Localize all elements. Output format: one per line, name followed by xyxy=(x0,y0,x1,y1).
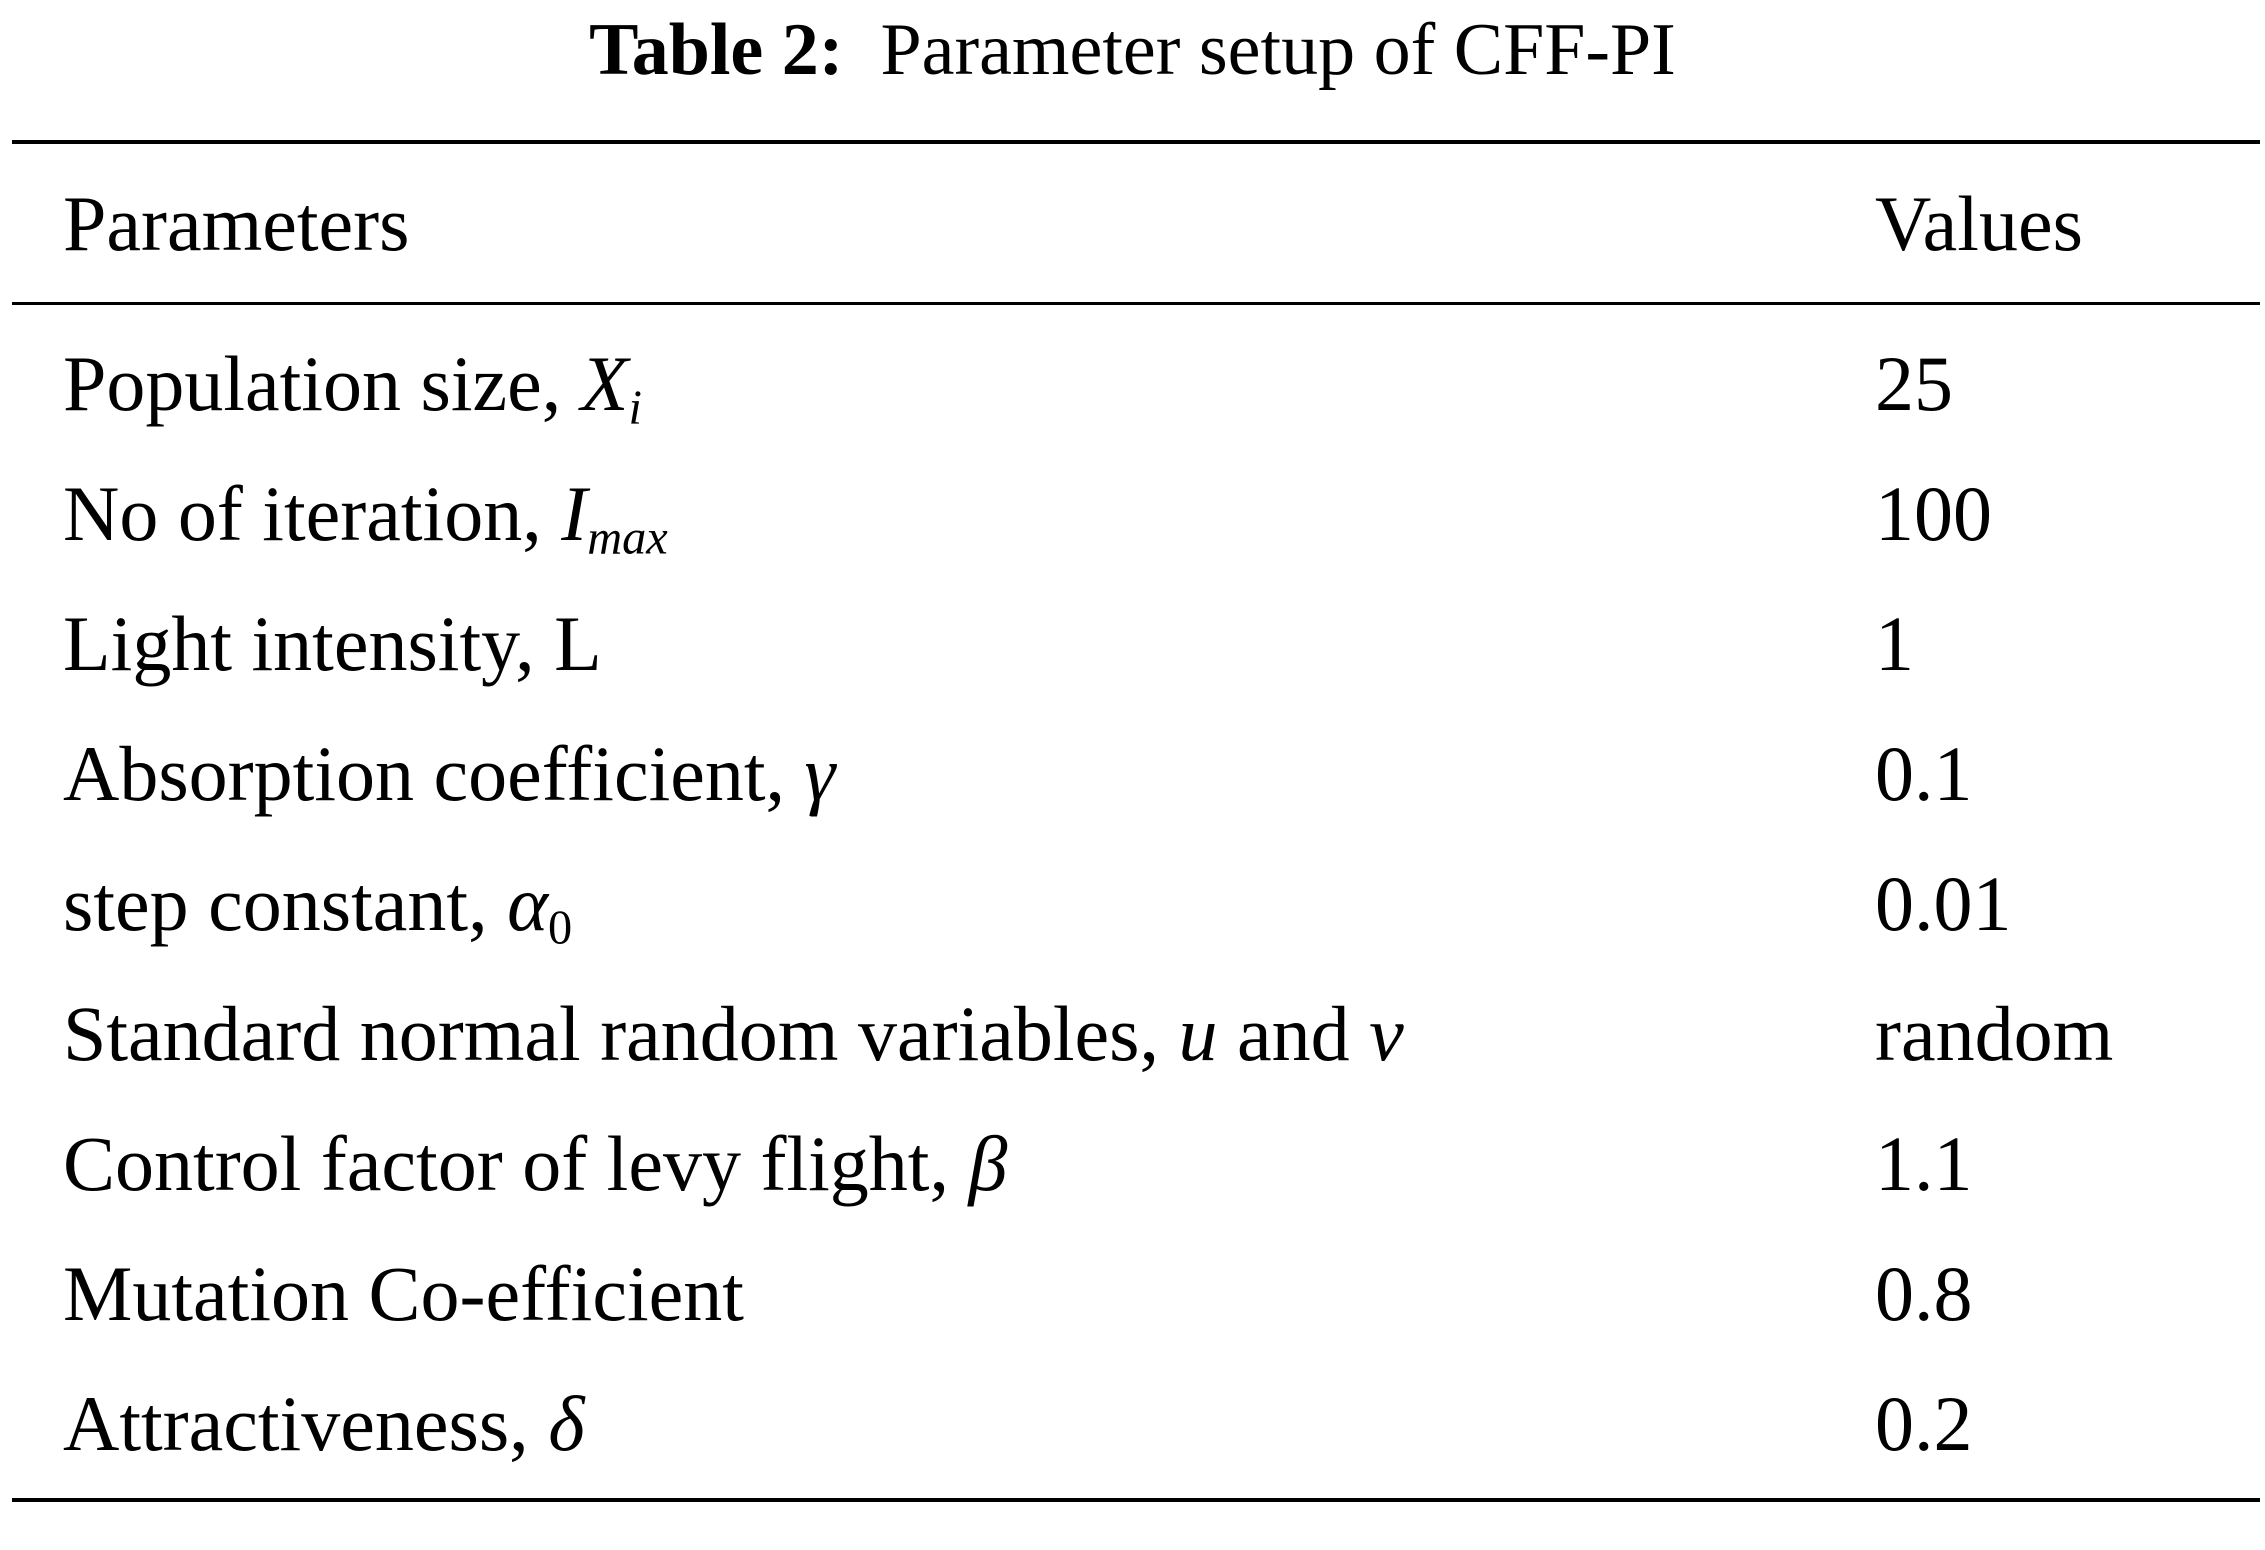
parameter-text: Population size, xyxy=(63,340,581,427)
parameter-cell: Standard normal random variables, u and … xyxy=(63,968,1404,1100)
parameter-symbol: β xyxy=(968,1120,1007,1207)
parameter-symbol: γ xyxy=(805,730,836,817)
table-row: Light intensity, L 1 xyxy=(0,578,2265,710)
table-bottom-rule xyxy=(12,1498,2260,1502)
parameter-text: Attractiveness, xyxy=(63,1380,549,1467)
table-header-row: Parameters Values xyxy=(0,158,2265,290)
parameter-symbol-subscript: 0 xyxy=(548,901,573,955)
table-row: Control factor of levy flight, β 1.1 xyxy=(0,1098,2265,1230)
table-row: step constant, α0 0.01 xyxy=(0,838,2265,970)
parameter-text: Standard normal random variables, xyxy=(63,990,1179,1077)
parameter-conjunction: and xyxy=(1217,990,1370,1077)
table-row: No of iteration, Imax 100 xyxy=(0,448,2265,580)
parameter-cell: Population size, Xi xyxy=(63,318,642,450)
parameter-symbol-main: δ xyxy=(548,1380,585,1467)
table-row: Absorption coefficient, γ 0.1 xyxy=(0,708,2265,840)
table-caption-text: Parameter setup of CFF-PI xyxy=(880,9,1676,91)
table-row: Mutation Co-efficient 0.8 xyxy=(0,1228,2265,1360)
parameter-text: step constant, xyxy=(63,860,508,947)
table-row: Population size, Xi 25 xyxy=(0,318,2265,450)
parameter-cell: Absorption coefficient, γ xyxy=(63,708,835,840)
value-cell: 0.1 xyxy=(1875,730,1973,817)
header-parameters: Parameters xyxy=(63,180,410,267)
value-cell: 1.1 xyxy=(1875,1120,1973,1207)
value-cell: 1 xyxy=(1875,600,1914,687)
value-cell: 25 xyxy=(1875,340,1953,427)
parameter-text: Control factor of levy flight, xyxy=(63,1120,969,1207)
parameter-symbol: u xyxy=(1179,990,1218,1077)
parameter-symbol: Imax xyxy=(561,470,668,562)
parameter-symbol-main: α xyxy=(507,860,549,947)
table-row: Standard normal random variables, u and … xyxy=(0,968,2265,1100)
parameter-symbol-main: β xyxy=(968,1120,1008,1207)
table-header-rule xyxy=(12,302,2260,305)
table-row: Attractiveness, δ 0.2 xyxy=(0,1358,2265,1490)
parameter-cell: Attractiveness, δ xyxy=(63,1358,584,1490)
parameter-symbol-subscript: max xyxy=(587,511,668,565)
parameter-symbol-main: u xyxy=(1178,990,1218,1077)
parameter-cell: Light intensity, L xyxy=(63,578,602,710)
table-top-rule xyxy=(12,140,2260,144)
parameter-symbol: α0 xyxy=(507,860,572,952)
parameter-cell: Mutation Co-efficient xyxy=(63,1228,744,1360)
value-cell: 100 xyxy=(1875,470,1992,557)
parameter-symbol-main: γ xyxy=(804,730,836,817)
header-values: Values xyxy=(1875,180,2083,267)
table-caption-label: Table 2: xyxy=(589,9,844,91)
value-cell: random xyxy=(1875,990,2114,1077)
parameter-symbol-main: I xyxy=(561,470,588,557)
parameter-symbol-subscript: i xyxy=(628,381,642,435)
value-cell: 0.2 xyxy=(1875,1380,1973,1467)
table-caption: Table 2: Parameter setup of CFF-PI xyxy=(0,0,2265,100)
value-cell: 0.8 xyxy=(1875,1250,1973,1337)
parameter-symbol-main: X xyxy=(580,340,629,427)
parameter-cell: step constant, α0 xyxy=(63,838,572,970)
parameter-symbol: Xi xyxy=(580,340,642,432)
parameter-text: Mutation Co-efficient xyxy=(63,1250,744,1337)
parameter-text: No of iteration, xyxy=(63,470,562,557)
parameter-cell: Control factor of levy flight, β xyxy=(63,1098,1007,1230)
parameter-text: Light intensity, L xyxy=(63,600,602,687)
value-cell: 0.01 xyxy=(1875,860,2012,947)
parameter-text: Absorption coefficient, xyxy=(63,730,805,817)
parameter-cell: No of iteration, Imax xyxy=(63,448,668,580)
parameter-symbol-second: v xyxy=(1369,990,1404,1077)
parameter-symbol: δ xyxy=(548,1380,584,1467)
